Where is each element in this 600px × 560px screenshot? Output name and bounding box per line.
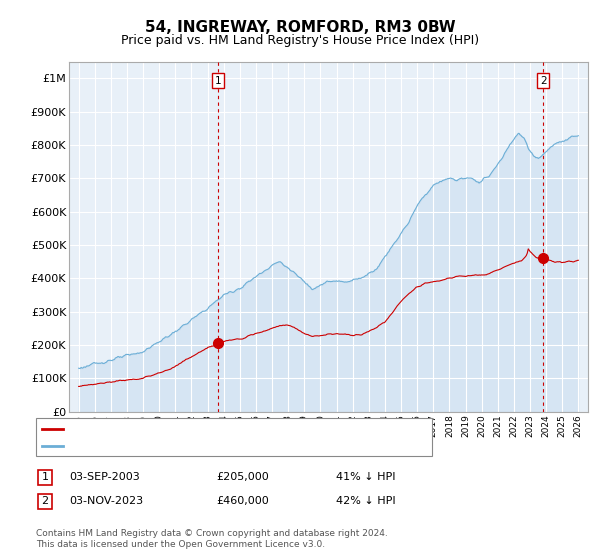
Text: 54, INGREWAY, ROMFORD, RM3 0BW: 54, INGREWAY, ROMFORD, RM3 0BW [145, 20, 455, 35]
Text: Price paid vs. HM Land Registry's House Price Index (HPI): Price paid vs. HM Land Registry's House … [121, 34, 479, 46]
Text: 1: 1 [215, 76, 221, 86]
Text: 03-NOV-2023: 03-NOV-2023 [69, 496, 143, 506]
Text: 41% ↓ HPI: 41% ↓ HPI [336, 472, 395, 482]
Text: Contains HM Land Registry data © Crown copyright and database right 2024.
This d: Contains HM Land Registry data © Crown c… [36, 529, 388, 549]
Text: 1: 1 [41, 472, 49, 482]
Text: 03-SEP-2003: 03-SEP-2003 [69, 472, 140, 482]
Text: 2: 2 [41, 496, 49, 506]
Text: 42% ↓ HPI: 42% ↓ HPI [336, 496, 395, 506]
Text: £205,000: £205,000 [216, 472, 269, 482]
Text: HPI: Average price, detached house, Havering: HPI: Average price, detached house, Have… [66, 441, 306, 451]
Text: 54, INGREWAY, ROMFORD, RM3 0BW (detached house): 54, INGREWAY, ROMFORD, RM3 0BW (detached… [66, 424, 352, 434]
Text: 2: 2 [540, 76, 547, 86]
Text: £460,000: £460,000 [216, 496, 269, 506]
